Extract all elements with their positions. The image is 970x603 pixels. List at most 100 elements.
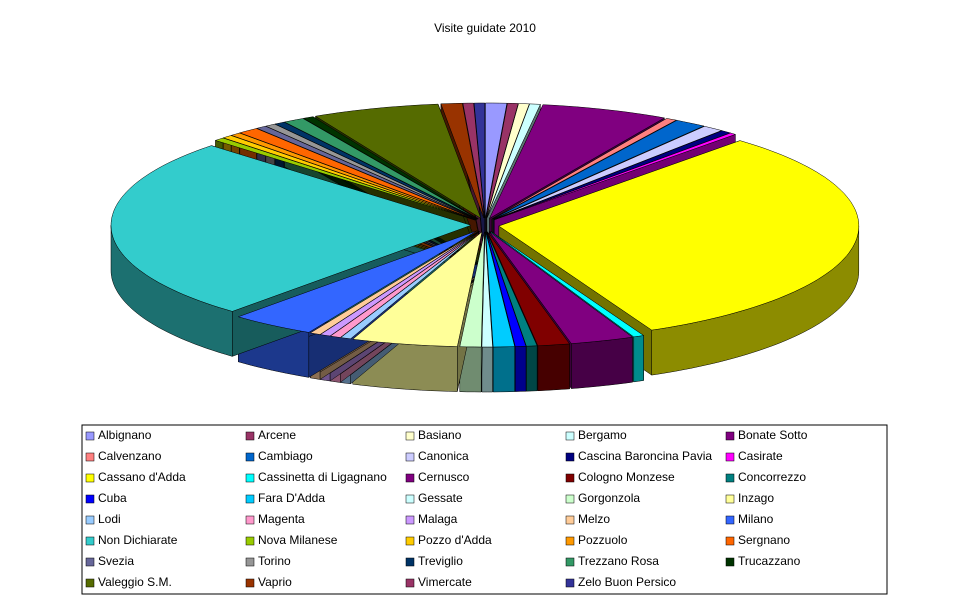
slice xyxy=(486,231,527,347)
slice xyxy=(494,132,737,220)
slice xyxy=(498,140,860,331)
legend-swatch xyxy=(565,578,575,588)
legend-swatch xyxy=(85,431,95,441)
legend-swatch xyxy=(565,473,575,483)
legend-swatch xyxy=(405,557,415,567)
slice xyxy=(485,231,516,348)
legend-label: Vaprio xyxy=(258,575,292,589)
legend-label: Pozzo d'Adda xyxy=(418,533,492,547)
slice xyxy=(110,145,472,312)
legend-swatch xyxy=(725,431,735,441)
slice xyxy=(222,135,476,221)
slice xyxy=(230,132,476,221)
legend-label: Fara D'Adda xyxy=(258,491,325,505)
slice xyxy=(283,118,478,220)
legend-label: Gorgonzola xyxy=(578,491,640,505)
legend-label: Albignano xyxy=(98,428,152,442)
slice xyxy=(486,103,530,219)
legend-swatch xyxy=(725,557,735,567)
legend-label: Cascina Baroncina Pavia xyxy=(578,449,712,463)
slice xyxy=(340,231,480,340)
legend-swatch xyxy=(565,557,575,567)
slice xyxy=(485,102,508,219)
slice-side xyxy=(481,346,493,393)
slice xyxy=(274,121,478,220)
slice xyxy=(352,231,483,347)
legend-label: Vimercate xyxy=(418,575,472,589)
legend-box xyxy=(81,424,888,595)
legend-label: Cassano d'Adda xyxy=(98,470,186,484)
legend-label: Sergnano xyxy=(738,533,790,547)
slice xyxy=(214,137,476,221)
legend-swatch xyxy=(245,578,255,588)
slice xyxy=(238,128,477,220)
slice xyxy=(488,104,666,219)
legend-swatch xyxy=(245,431,255,441)
slice xyxy=(440,102,484,219)
slice xyxy=(487,231,571,347)
legend-swatch xyxy=(85,494,95,504)
slice xyxy=(462,102,485,219)
legend-label: Malaga xyxy=(418,512,458,526)
slice-side xyxy=(526,345,538,392)
chart-title: Visite guidate 2010 xyxy=(434,21,536,35)
legend-label: Cologno Monzese xyxy=(578,470,675,484)
slice-tops xyxy=(110,102,860,348)
slice xyxy=(256,125,477,220)
slice xyxy=(481,231,493,348)
legend-label: Milano xyxy=(738,512,774,526)
slice xyxy=(473,102,486,219)
legend-label: Calvenzano xyxy=(98,449,162,463)
slice xyxy=(486,231,538,347)
legend-swatch xyxy=(85,452,95,462)
legend-label: Gessate xyxy=(418,491,463,505)
slice xyxy=(490,231,645,338)
legend-label: Trucazzano xyxy=(738,554,801,568)
legend-label: Concorrezzo xyxy=(738,470,806,484)
legend-label: Cuba xyxy=(98,491,127,505)
legend-swatch xyxy=(85,473,95,483)
legend-swatch xyxy=(405,536,415,546)
legend-label: Nova Milanese xyxy=(258,533,338,547)
legend-swatch xyxy=(245,494,255,504)
legend-label: Lodi xyxy=(98,512,121,526)
legend-label: Cernusco xyxy=(418,470,470,484)
legend-label: Cassinetta di Ligagnano xyxy=(258,470,387,484)
legend-label: Canonica xyxy=(418,449,469,463)
legend-swatch xyxy=(245,536,255,546)
legend-label: Cambiago xyxy=(258,449,313,463)
legend-swatch xyxy=(725,515,735,525)
legend-swatch xyxy=(725,494,735,504)
legend-swatch xyxy=(565,536,575,546)
slice-side xyxy=(492,346,515,393)
legend-swatch xyxy=(85,536,95,546)
slice xyxy=(486,103,541,219)
legend-swatch xyxy=(565,494,575,504)
legend-swatch xyxy=(245,473,255,483)
slice xyxy=(319,231,480,337)
legend-label: Basiano xyxy=(418,428,462,442)
legend-label: Bergamo xyxy=(578,428,627,442)
legend-swatch xyxy=(725,536,735,546)
legend-label: Magenta xyxy=(258,512,305,526)
legend-swatch xyxy=(405,473,415,483)
legend-swatch xyxy=(565,431,575,441)
slice-side xyxy=(515,346,527,392)
legend-swatch xyxy=(85,578,95,588)
legend-label: Treviglio xyxy=(418,554,463,568)
legend-label: Inzago xyxy=(738,491,774,505)
legend-label: Casirate xyxy=(738,449,783,463)
legend-swatch xyxy=(245,557,255,567)
slice xyxy=(237,230,478,333)
legend-label: Valeggio S.M. xyxy=(98,575,172,589)
slice xyxy=(329,231,480,338)
legend-swatch xyxy=(725,452,735,462)
legend-swatch xyxy=(565,452,575,462)
legend-label: Zelo Buon Persico xyxy=(578,575,676,589)
legend-swatch xyxy=(565,515,575,525)
legend-swatch xyxy=(405,494,415,504)
slice xyxy=(492,120,705,220)
legend-swatch xyxy=(405,515,415,525)
slice xyxy=(485,102,519,219)
